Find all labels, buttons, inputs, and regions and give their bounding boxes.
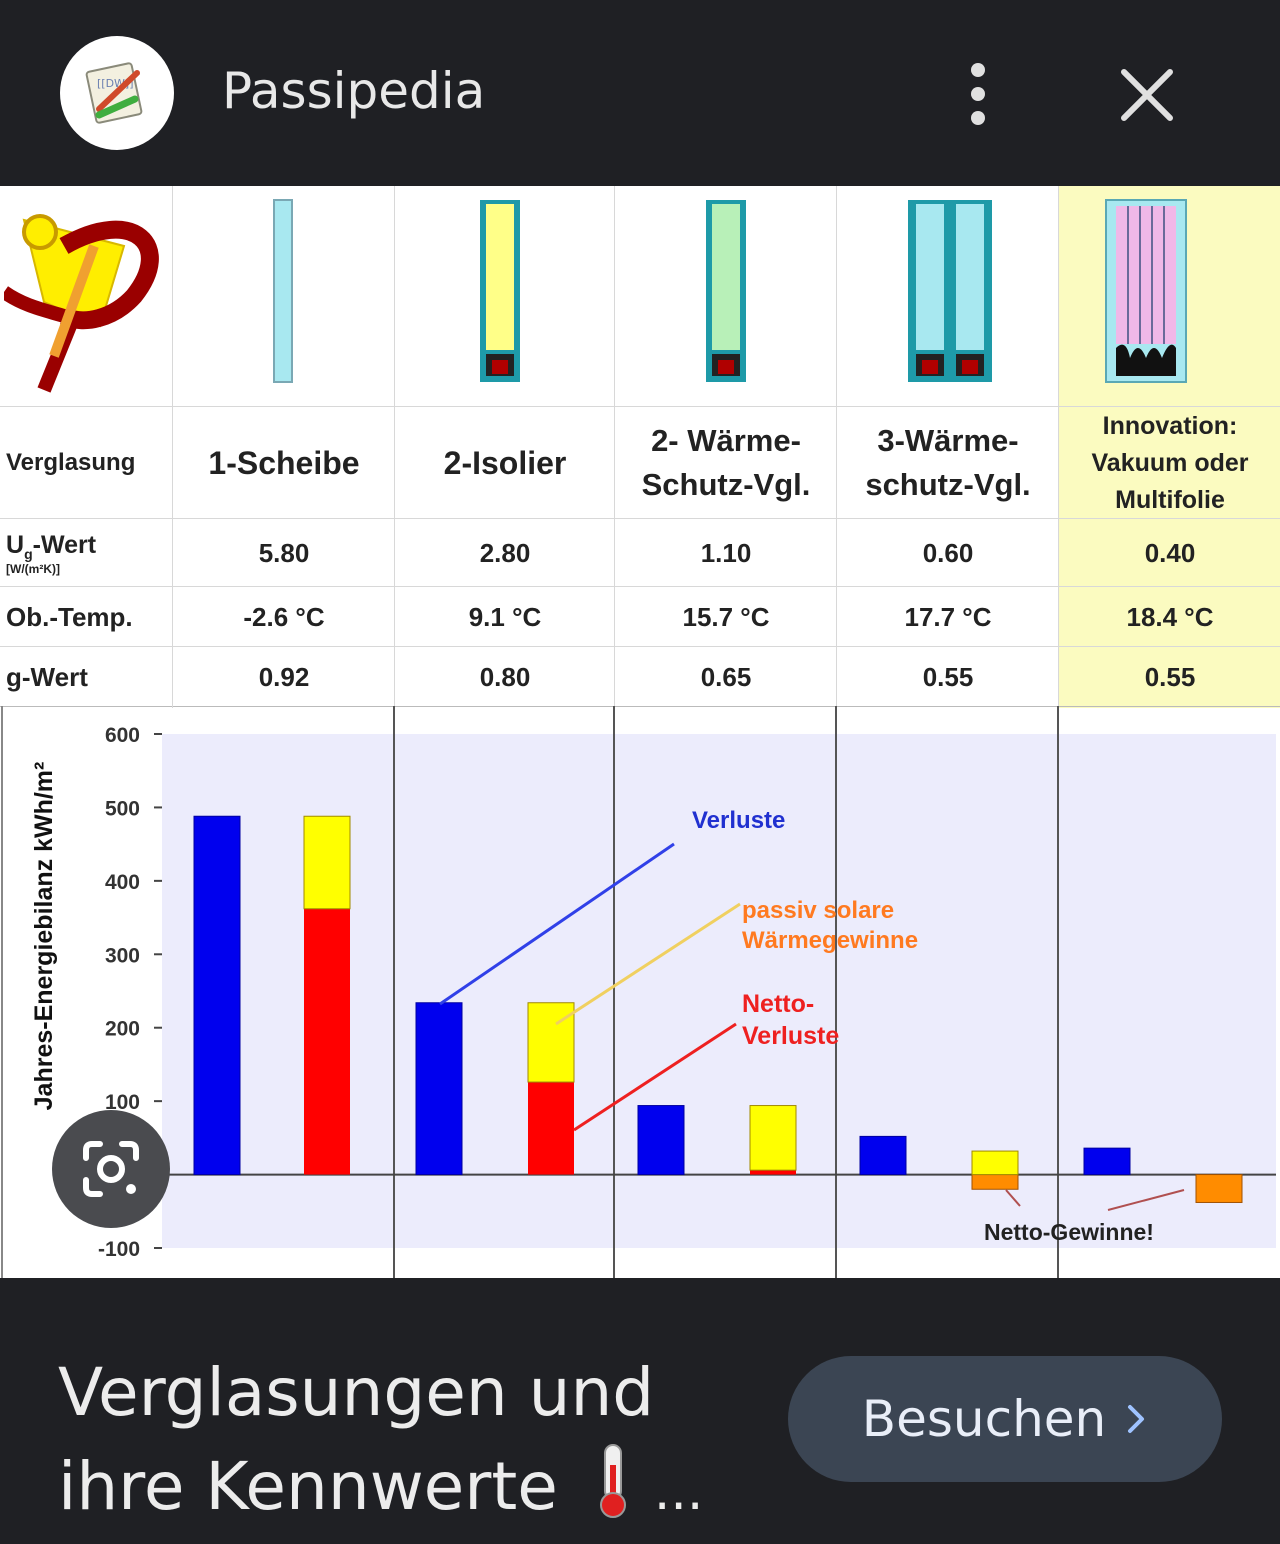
bar-verluste-1 <box>193 815 241 1176</box>
row-label-g: g-Wert <box>6 661 88 692</box>
energy-balance-chart: -1000100200300400500600 Jahres-Energiebi… <box>0 706 1280 1278</box>
bar-solar-1 <box>303 815 351 910</box>
lens-icon[interactable] <box>52 1110 170 1228</box>
column-header-2: 2-Isolier <box>443 444 567 481</box>
annotation-netto-gewinne: Netto-Gewinne! <box>984 1219 1154 1245</box>
chevron-right-icon <box>1128 1405 1145 1433</box>
low-e-double-icon <box>706 200 746 382</box>
netto-pointer <box>573 1022 737 1132</box>
temp-value-1: -2.6 °C <box>243 601 325 632</box>
y-tick-label: 200 <box>105 1018 140 1041</box>
more-vert-icon[interactable] <box>948 60 1008 130</box>
g-value-3: 0.65 <box>700 661 752 692</box>
site-logo[interactable]: [[DW]] <box>60 36 174 150</box>
row-label-ug: Ug-Wert [W/(m²K)] <box>6 530 97 576</box>
ug-value-3: 1.10 <box>700 537 752 568</box>
y-tick-label: 400 <box>105 871 140 894</box>
g-value-4: 0.55 <box>922 661 974 692</box>
ug-value-5: 0.40 <box>1144 537 1196 568</box>
bar-solar-3 <box>749 1105 797 1171</box>
single-pane-icon <box>273 199 293 383</box>
ug-value-4: 0.60 <box>922 537 974 568</box>
thermometer-icon <box>599 1444 626 1518</box>
gewinne-pointer-right <box>1107 1189 1185 1211</box>
column-header-4: 3-Wärme- schutz-Vgl. <box>865 423 1031 502</box>
low-e-triple-icon <box>908 200 992 382</box>
temp-value-2: 9.1 °C <box>468 601 542 632</box>
bar-netto-gewinne-5 <box>1195 1174 1243 1203</box>
bar-verluste-3 <box>637 1105 685 1176</box>
top-bar: [[DW]] Passipedia <box>0 0 1280 186</box>
y-tick-label: 100 <box>105 1091 140 1114</box>
glazing-table: Verglasung 1-Scheibe 2-Isolier 2- Wärme-… <box>0 186 1280 708</box>
result-footer: Verglasungen und ihre Kennwerte ... Besu… <box>0 1278 1280 1544</box>
passivhaus-logo-icon <box>4 214 159 393</box>
visit-button[interactable]: Besuchen <box>788 1356 1222 1482</box>
temp-value-3: 15.7 °C <box>682 601 770 632</box>
column-header-1: 1-Scheibe <box>208 444 360 481</box>
ug-value-1: 5.80 <box>258 537 310 568</box>
annotation-solar-2: Wärmegewinne <box>742 927 918 954</box>
site-name[interactable]: Passipedia <box>222 62 486 120</box>
annotation-solar-1: passiv solare <box>742 897 894 924</box>
y-tick-label: 300 <box>105 944 140 967</box>
annotation-verluste: Verluste <box>692 807 785 834</box>
bar-netto-verluste-2 <box>528 1082 574 1175</box>
visit-button-label: Besuchen <box>861 1390 1107 1448</box>
y-tick-label: 500 <box>105 797 140 820</box>
bar-netto-verluste-3 <box>750 1170 796 1175</box>
temp-value-5: 18.4 °C <box>1126 601 1214 632</box>
verluste-pointer <box>439 842 675 1006</box>
bar-solar-2 <box>527 1002 575 1083</box>
bar-netto-gewinne-4 <box>971 1174 1019 1190</box>
bar-solar-4 <box>971 1150 1019 1176</box>
bar-netto-verluste-1 <box>304 908 350 1175</box>
row-label-temp: Ob.-Temp. <box>6 601 133 632</box>
y-axis-label: Jahres-Energiebilanz kWh/m² <box>30 762 58 1111</box>
double-pane-icon <box>480 200 520 382</box>
y-tick-label: 600 <box>105 724 140 747</box>
bar-verluste-2 <box>415 1002 463 1176</box>
annotation-netto-1: Netto- <box>742 990 814 1018</box>
close-icon[interactable] <box>1112 60 1182 130</box>
solar-pointer <box>555 902 741 1026</box>
g-value-2: 0.80 <box>479 661 531 692</box>
bar-verluste-4 <box>859 1135 907 1176</box>
dokuwiki-logo-icon: [[DW]] <box>85 62 143 124</box>
energy-balance-chart-svg: -1000100200300400500600 Jahres-Energiebi… <box>1 706 1276 1278</box>
column-header-5: Innovation: Vakuum oder Multifolie <box>1091 411 1249 514</box>
column-header-3: 2- Wärme- Schutz-Vgl. <box>641 423 811 502</box>
gewinne-pointer-left <box>1005 1189 1021 1207</box>
y-tick-label: -100 <box>98 1238 140 1261</box>
bar-verluste-5 <box>1083 1147 1131 1176</box>
g-value-1: 0.92 <box>258 661 310 692</box>
ug-value-2: 2.80 <box>479 537 531 568</box>
result-title[interactable]: Verglasungen und ihre Kennwerte ... <box>58 1354 704 1525</box>
vacuum-multifoil-icon <box>1105 199 1187 383</box>
annotation-netto-2: Verluste <box>742 1022 839 1050</box>
g-value-5: 0.55 <box>1144 661 1196 692</box>
preview-image[interactable]: Verglasung 1-Scheibe 2-Isolier 2- Wärme-… <box>0 186 1280 1278</box>
row-label-verglasung: Verglasung <box>6 449 136 476</box>
temp-value-4: 17.7 °C <box>904 601 992 632</box>
